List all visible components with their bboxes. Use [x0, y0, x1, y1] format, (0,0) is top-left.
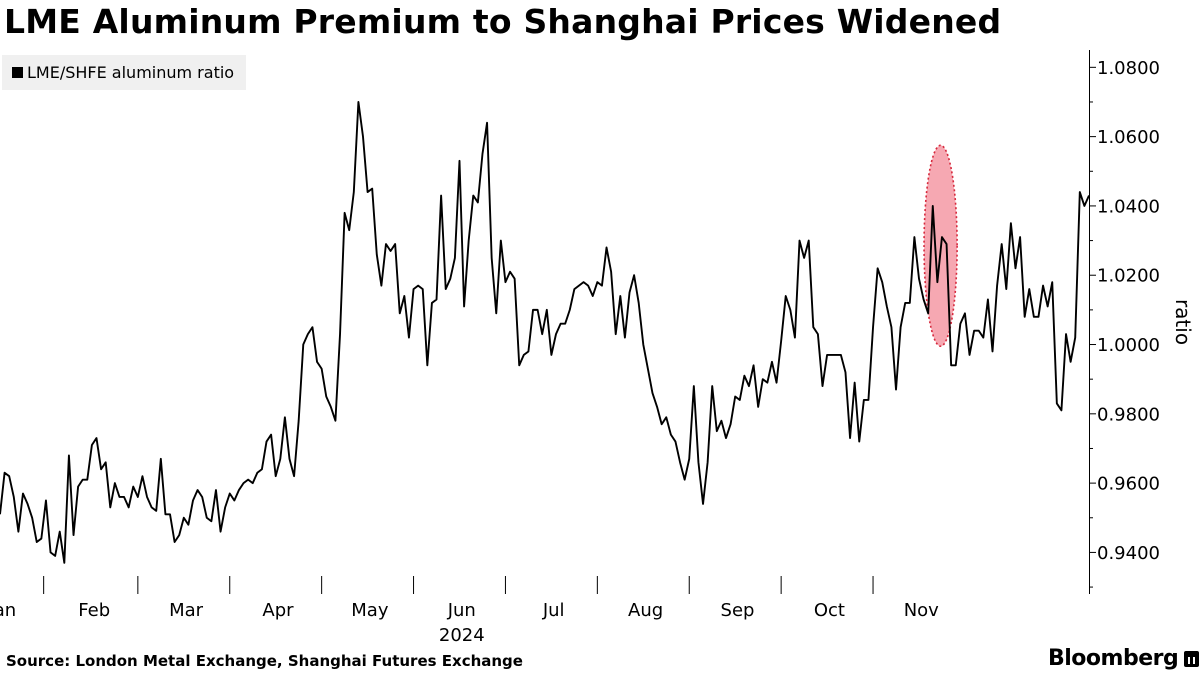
x-tick-label: May: [351, 600, 389, 621]
brand-logo: Bloomberg: [1048, 646, 1200, 671]
x-tick-label: Jan: [0, 600, 16, 621]
y-tick-label: 1.0400: [1097, 196, 1160, 217]
x-tick-label: Mar: [169, 600, 204, 621]
x-tick-label: Jun: [447, 600, 476, 621]
bloomberg-terminal-icon: [1184, 650, 1200, 667]
x-tick-label: Aug: [628, 600, 663, 621]
x-tick-label: Nov: [904, 600, 939, 621]
legend-label: LME/SHFE aluminum ratio: [27, 63, 235, 82]
series-line-lme-shfe-ratio: [0, 101, 1090, 564]
y-tick-label: 1.0200: [1097, 266, 1160, 287]
chart-legend: LME/SHFE aluminum ratio: [2, 55, 246, 90]
x-tick-label: Sep: [721, 600, 755, 621]
brand-name: Bloomberg: [1048, 646, 1179, 671]
legend-swatch: [12, 67, 23, 78]
y-tick-label: 0.9800: [1097, 404, 1160, 425]
y-tick-label: 0.9400: [1097, 543, 1160, 564]
x-tick-label: Feb: [78, 600, 110, 621]
y-tick-label: 1.0000: [1097, 335, 1160, 356]
x-year-label: 2024: [439, 625, 485, 646]
y-tick-label: 0.9600: [1097, 474, 1160, 495]
y-tick-label: 1.0800: [1097, 58, 1160, 79]
y-tick-label: 1.0600: [1097, 127, 1160, 148]
chart-title: LME Aluminum Premium to Shanghai Prices …: [4, 2, 1002, 41]
x-tick-label: Apr: [262, 600, 294, 621]
source-note: Source: London Metal Exchange, Shanghai …: [6, 652, 523, 670]
x-tick-label: Jul: [542, 600, 565, 621]
x-tick-label: Oct: [814, 600, 845, 621]
y-axis-title: ratio: [1171, 299, 1195, 345]
